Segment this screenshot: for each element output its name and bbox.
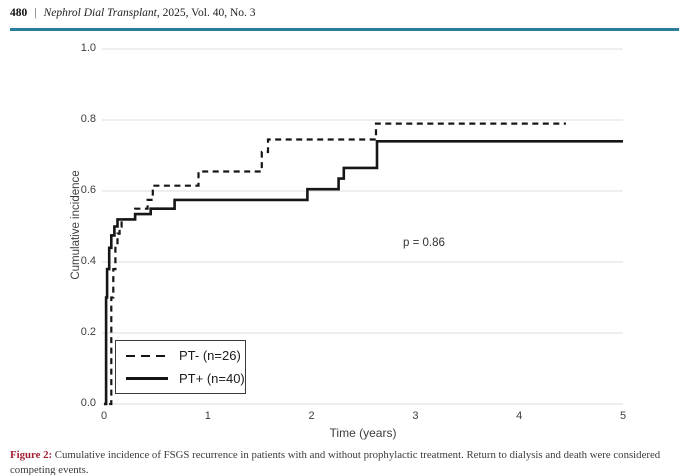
y-axis-title: Cumulative incidence [70, 170, 82, 280]
legend-item-pt-minus: PT- (n=26) [126, 348, 245, 363]
figure-caption: Figure 2: Cumulative incidence of FSGS r… [10, 448, 688, 475]
legend-label-pt-minus: PT- (n=26) [179, 348, 241, 364]
x-tick-label: 1 [204, 410, 211, 422]
plot-area [102, 48, 623, 406]
x-tick-label: 3 [412, 410, 419, 422]
p-value-annotation: p = 0.86 [403, 237, 445, 249]
legend: PT- (n=26) PT+ (n=40) [115, 340, 246, 394]
x-tick-label: 2 [308, 410, 315, 422]
cumulative-incidence-chart: 1.0 0.8 0.6 0.4 0.2 0.0 0 1 2 3 4 5 Cumu… [0, 40, 698, 440]
legend-label-pt-plus: PT+ (n=40) [179, 370, 245, 386]
y-tick-label: 0.2 [80, 326, 96, 338]
y-tick-label: 0.0 [80, 397, 96, 409]
y-tick-label: 0.8 [80, 113, 96, 125]
header-rule [10, 28, 679, 31]
solid-line-sample [126, 376, 168, 380]
y-tick-label: 1.0 [80, 42, 96, 54]
y-tick-label: 0.6 [80, 184, 96, 196]
x-tick-label: 4 [516, 410, 523, 422]
curve-pt-plus [104, 140, 623, 406]
caption-text: Cumulative incidence of FSGS recurrence … [10, 449, 661, 475]
x-tick-label: 5 [619, 410, 627, 422]
dashed-line-sample [126, 354, 168, 358]
running-header: 480 | Nephrol Dial Transplant, 2025, Vol. … [10, 7, 688, 19]
journal-title: Nephrol Dial Transplant [43, 7, 157, 19]
x-axis-title: Time (years) [329, 426, 397, 440]
legend-item-pt-plus: PT+ (n=40) [126, 371, 245, 386]
header-separator: | [34, 7, 37, 19]
page-number: 480 [10, 7, 28, 19]
figure-label: Figure 2: [10, 449, 53, 461]
x-tick-label: 0 [100, 410, 108, 422]
issue-info: , 2025, Vol. 40, No. 3 [156, 7, 256, 19]
y-tick-label: 0.4 [80, 255, 96, 267]
